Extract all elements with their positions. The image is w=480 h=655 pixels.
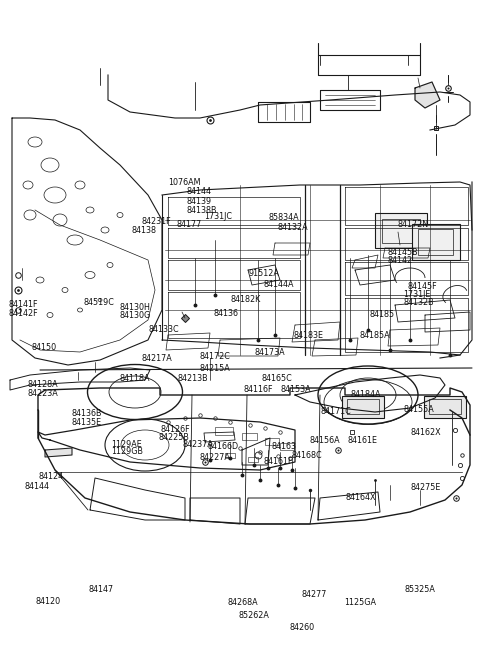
- Text: 84133C: 84133C: [149, 325, 180, 334]
- Bar: [280, 443, 294, 450]
- Text: 84185A: 84185A: [359, 331, 390, 340]
- Text: 84164X: 84164X: [346, 493, 376, 502]
- Text: 1731JC: 1731JC: [204, 212, 232, 221]
- Text: 84126F: 84126F: [161, 424, 191, 434]
- Bar: [215, 427, 233, 435]
- Ellipse shape: [318, 366, 418, 424]
- FancyBboxPatch shape: [342, 396, 384, 418]
- Text: 84118A: 84118A: [119, 374, 150, 383]
- Text: 1129GB: 1129GB: [111, 447, 144, 457]
- Bar: [225, 453, 235, 458]
- Text: 84144: 84144: [186, 187, 211, 196]
- Text: 85262A: 85262A: [239, 611, 270, 620]
- Text: 84130G: 84130G: [119, 311, 150, 320]
- FancyBboxPatch shape: [424, 396, 466, 418]
- Ellipse shape: [105, 419, 185, 471]
- Text: 84161E: 84161E: [348, 436, 378, 445]
- Text: 84145B: 84145B: [388, 248, 419, 257]
- Text: 84237A: 84237A: [182, 440, 213, 449]
- Text: 91512A: 91512A: [249, 269, 279, 278]
- Text: 84144A: 84144A: [263, 280, 294, 290]
- Text: 1731JE: 1731JE: [403, 290, 431, 299]
- Text: 84171C: 84171C: [321, 407, 351, 416]
- Text: 84173A: 84173A: [254, 348, 285, 357]
- Text: 84275E: 84275E: [410, 483, 441, 493]
- Text: 84124: 84124: [38, 472, 63, 481]
- Ellipse shape: [340, 378, 396, 412]
- Text: 84132A: 84132A: [277, 223, 308, 232]
- Text: 84132B: 84132B: [403, 298, 434, 307]
- Text: 84161F: 84161F: [263, 457, 292, 466]
- Text: 84136B: 84136B: [71, 409, 102, 419]
- Text: 84155A: 84155A: [403, 405, 434, 414]
- Text: 1076AM: 1076AM: [168, 178, 201, 187]
- Text: 84172C: 84172C: [199, 352, 230, 362]
- Text: 84184A: 84184A: [350, 390, 381, 399]
- Text: 84519C: 84519C: [84, 298, 115, 307]
- Text: 84135E: 84135E: [71, 418, 101, 427]
- Text: 84227A: 84227A: [199, 453, 230, 462]
- Text: 84268A: 84268A: [227, 598, 258, 607]
- Text: 84156A: 84156A: [310, 436, 340, 445]
- Text: 84215A: 84215A: [199, 364, 230, 373]
- Text: 85834A: 85834A: [269, 213, 300, 222]
- Text: 84168C: 84168C: [292, 451, 323, 460]
- Text: 84172N: 84172N: [397, 219, 429, 229]
- Text: 84116F: 84116F: [244, 385, 273, 394]
- Text: 84128A: 84128A: [28, 380, 59, 389]
- Ellipse shape: [87, 364, 182, 419]
- Text: 84150: 84150: [31, 343, 56, 352]
- Text: 84163: 84163: [271, 442, 296, 451]
- Text: 84162X: 84162X: [410, 428, 441, 437]
- Text: 84177: 84177: [177, 219, 202, 229]
- Text: 84277: 84277: [302, 590, 327, 599]
- Text: 84225B: 84225B: [158, 433, 189, 442]
- Polygon shape: [415, 82, 440, 108]
- Text: 84165C: 84165C: [262, 374, 292, 383]
- Text: 84153A: 84153A: [281, 385, 312, 394]
- Text: 84136: 84136: [214, 309, 239, 318]
- Text: 84120: 84120: [36, 597, 60, 606]
- Text: 84223A: 84223A: [28, 388, 59, 398]
- Text: 84142F: 84142F: [9, 309, 38, 318]
- Bar: [242, 433, 257, 440]
- Text: 1125GA: 1125GA: [344, 598, 376, 607]
- Text: 84260: 84260: [290, 623, 315, 632]
- Text: 84139: 84139: [186, 197, 211, 206]
- FancyBboxPatch shape: [412, 224, 460, 260]
- Text: 84130H: 84130H: [119, 303, 150, 312]
- Text: 84213B: 84213B: [178, 374, 208, 383]
- Text: 84138B: 84138B: [186, 206, 217, 215]
- Text: 84183E: 84183E: [294, 331, 324, 340]
- Text: 84138: 84138: [132, 226, 157, 235]
- Text: 85325A: 85325A: [405, 585, 435, 594]
- Text: 84145F: 84145F: [407, 282, 437, 291]
- Bar: [265, 438, 279, 445]
- Text: 84144: 84144: [25, 481, 50, 491]
- Bar: [248, 457, 258, 462]
- FancyBboxPatch shape: [375, 213, 427, 248]
- Text: 84185: 84185: [370, 310, 395, 319]
- Text: 84217A: 84217A: [142, 354, 172, 364]
- Text: 84166D: 84166D: [207, 442, 239, 451]
- Text: 84231F: 84231F: [142, 217, 171, 226]
- Text: 84147: 84147: [88, 585, 113, 594]
- Polygon shape: [45, 448, 72, 457]
- Text: 84182K: 84182K: [230, 295, 261, 305]
- Text: 1129AE: 1129AE: [111, 440, 142, 449]
- Text: 84142: 84142: [388, 256, 413, 265]
- Ellipse shape: [109, 376, 161, 408]
- Text: 84141F: 84141F: [9, 300, 38, 309]
